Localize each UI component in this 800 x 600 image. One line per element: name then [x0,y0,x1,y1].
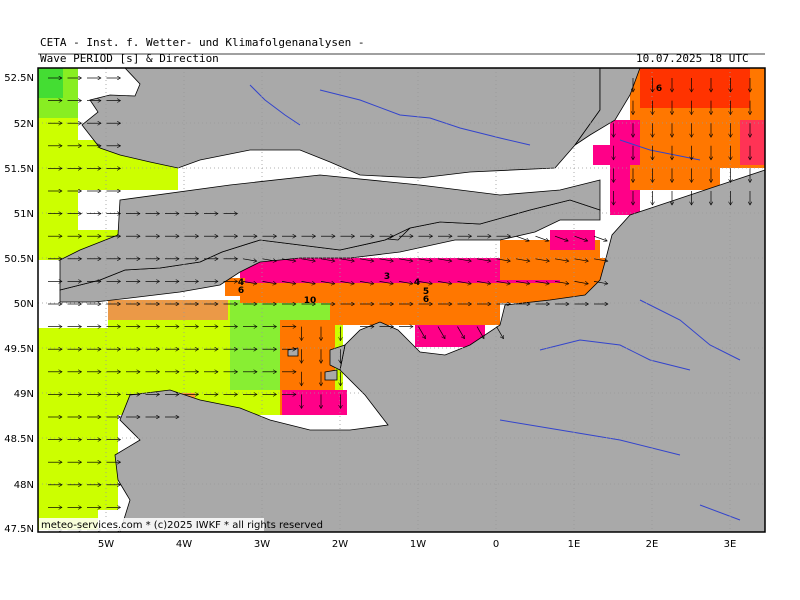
contour-label: 4 [238,278,244,288]
land [59,68,765,532]
direction-arrow [340,281,355,283]
direction-arrow [476,326,484,339]
direction-arrow [359,258,374,261]
direction-arrow [496,281,511,283]
parameter-label: Wave PERIOD [s] & Direction [40,52,219,65]
lon-label: 3E [724,539,737,550]
direction-arrow [496,258,511,261]
direction-arrow [496,326,504,339]
lat-label: 52.5N [4,73,34,84]
direction-arrow [476,281,491,283]
lat-label: 48N [14,480,34,491]
contour-labels: 6 3 4 5 6 10 4 6 [238,84,662,306]
direction-arrow [535,235,549,241]
direction-arrow [379,258,394,261]
lon-label: 1E [568,539,581,550]
direction-arrow [242,281,257,283]
lat-label: 48.5N [4,434,34,445]
direction-arrow [437,281,452,283]
contour-label: 10 [304,296,317,306]
direction-arrow [320,258,335,261]
latitude-axis: 52.5N 52N 51.5N 51N 50.5N 50N 49.5N 49N … [4,73,34,535]
direction-arrow [262,258,277,261]
direction-arrow [574,281,589,283]
direction-arrow [418,258,433,261]
header-title: CETA - Inst. f. Wetter- und Klimafolgena… [40,36,365,49]
lon-label: 4W [176,539,192,550]
lat-label: 49.5N [4,344,34,355]
map-frame [37,67,766,533]
lat-label: 50N [14,299,34,310]
lat-label: 49N [14,389,34,400]
lat-label: 50.5N [4,254,34,265]
direction-arrow [418,281,433,283]
direction-arrow [457,258,472,261]
lon-label: 3W [254,539,270,550]
period-field-channel [225,230,605,415]
direction-arrow [242,258,257,261]
lon-label: 1W [410,539,426,550]
direction-arrow [281,258,296,261]
lat-label: 52N [14,119,34,130]
direction-arrow [476,258,491,261]
lat-label: 47.5N [4,524,34,535]
contour-label: 4 [414,278,420,288]
rivers [249,84,741,521]
valid-time: 10.07.2025 18 UTC [636,52,749,65]
direction-arrow [262,281,277,283]
direction-arrow [515,258,530,261]
lon-label: 5W [98,539,114,550]
wave-direction-arrows [48,78,750,530]
direction-arrow [535,281,550,283]
direction-arrow [574,258,589,261]
direction-arrow [340,258,355,261]
direction-arrow [379,281,394,283]
direction-arrow [593,235,607,241]
direction-arrow [437,258,452,261]
lon-label: 2E [646,539,659,550]
direction-arrow [593,258,608,261]
lat-label: 51.5N [4,164,34,175]
credit-backdrop [39,518,264,531]
lon-label: 2W [332,539,348,550]
contour-label: 6 [238,286,244,296]
graticule [38,68,765,532]
direction-arrow [515,281,530,283]
direction-arrow [457,281,472,283]
direction-arrow [398,258,413,261]
direction-arrow [437,326,445,339]
contour-label: 5 [423,287,429,297]
contour-label: 6 [656,84,662,94]
direction-arrow [418,326,426,339]
direction-arrow [320,281,335,283]
direction-arrow [359,281,374,283]
period-field-north-sea [593,68,765,215]
direction-arrow [301,281,316,283]
longitude-axis: 5W 4W 3W 2W 1W 0 1E 2E 3E [98,539,736,550]
direction-arrow [457,326,465,339]
lon-label: 0 [493,539,499,550]
direction-arrow [574,235,588,241]
direction-arrow [281,281,296,283]
lat-label: 51N [14,209,34,220]
direction-arrow [301,258,316,261]
credit-text: meteo-services.com * (c)2025 IWKF * all … [41,520,323,531]
direction-arrow [554,258,569,261]
direction-arrow [535,258,550,261]
direction-arrow [398,281,413,283]
direction-arrow [554,235,568,241]
direction-arrow [554,281,569,283]
contour-label: 6 [423,295,429,305]
contour-label: 3 [384,272,390,282]
direction-arrow [515,235,529,241]
direction-arrow [593,281,608,283]
